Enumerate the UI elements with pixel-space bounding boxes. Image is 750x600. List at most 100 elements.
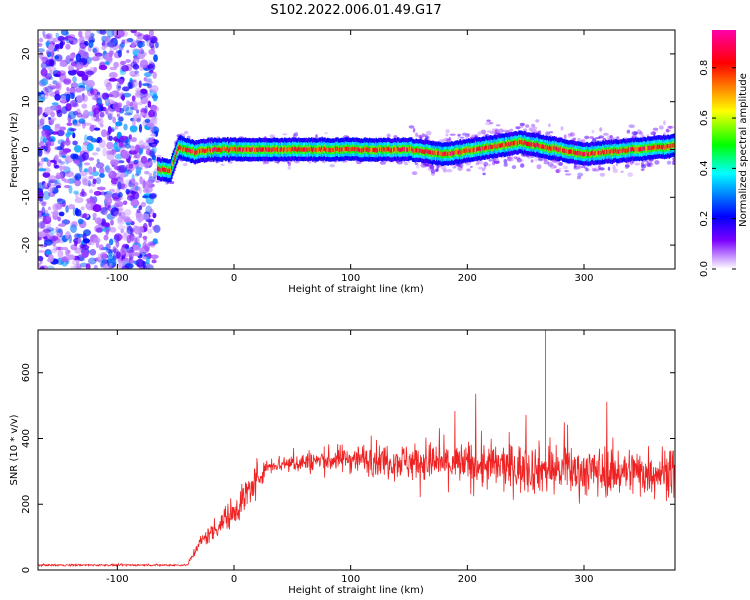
ridge-cell xyxy=(164,167,167,172)
ridge-cell xyxy=(236,147,238,153)
ridge-cell xyxy=(195,149,197,154)
noise-cell xyxy=(136,117,141,123)
noise-cell xyxy=(49,235,59,242)
ridge-cell xyxy=(272,146,275,152)
halo-cell xyxy=(576,175,582,180)
noise-cell xyxy=(104,93,114,98)
noise-cell xyxy=(127,81,135,89)
ridge-cell xyxy=(380,147,382,152)
ridge-cell xyxy=(200,148,203,153)
ridge-cell xyxy=(316,147,319,153)
noise-cell xyxy=(153,156,157,164)
noise-cell xyxy=(48,83,53,90)
noise-cell xyxy=(43,157,49,162)
ridge-cell xyxy=(438,151,441,156)
ridge-cell xyxy=(479,147,482,152)
noise-cell xyxy=(145,148,152,156)
noise-cell xyxy=(134,32,142,37)
noise-cell xyxy=(116,251,121,259)
ridge-cell xyxy=(454,150,457,155)
noise-cell xyxy=(112,197,122,202)
noise-cell xyxy=(105,228,110,235)
ridge-cell xyxy=(322,147,324,152)
ridge-cell xyxy=(358,147,361,152)
ridge-cell xyxy=(185,148,188,153)
ridge-cell xyxy=(512,141,515,146)
noise-cell xyxy=(38,255,44,262)
ridge-cell xyxy=(244,146,247,151)
noise-cell xyxy=(152,93,158,102)
halo-cell xyxy=(625,164,630,168)
ridge-cell xyxy=(423,149,425,154)
noise-cell xyxy=(78,44,87,49)
noise-cell xyxy=(137,101,144,106)
ridge-cell xyxy=(419,148,421,153)
ridge-cell xyxy=(206,148,209,153)
ridge-cell xyxy=(162,167,165,173)
ridge-cell xyxy=(622,147,625,152)
noise-cell xyxy=(107,125,112,135)
ridge-cell xyxy=(440,152,443,157)
ridge-cell xyxy=(229,146,232,151)
noise-cell xyxy=(83,122,92,126)
ridge-cell xyxy=(382,146,385,152)
halo-cell xyxy=(425,130,432,136)
noise-cell xyxy=(72,140,78,146)
halo-cell xyxy=(488,159,493,162)
ridge-cell xyxy=(254,147,256,152)
noise-cell xyxy=(100,251,108,260)
ridge-cell xyxy=(591,150,593,155)
noise-cell xyxy=(42,171,51,178)
noise-cell xyxy=(113,210,123,217)
halo-cell xyxy=(640,164,647,169)
ridge-cell xyxy=(205,148,208,153)
noise-cell xyxy=(119,172,127,178)
ridge-cell xyxy=(376,148,378,153)
noise-cell xyxy=(47,37,57,44)
halo-cell xyxy=(329,164,335,168)
halo-cell xyxy=(466,168,471,172)
ridge-cell xyxy=(364,146,366,152)
noise-cell xyxy=(42,137,48,144)
noise-cell xyxy=(50,159,56,163)
ridge-cell xyxy=(189,149,192,154)
noise-cell xyxy=(129,77,133,83)
noise-cell xyxy=(53,73,60,78)
noise-cell xyxy=(83,162,91,166)
ridge-cell xyxy=(210,148,212,153)
noise-cell xyxy=(82,109,90,119)
ridge-cell xyxy=(530,142,532,147)
ridge-cell xyxy=(332,147,335,152)
halo-cell xyxy=(558,162,564,166)
noise-cell xyxy=(139,59,149,68)
noise-cell xyxy=(82,151,89,161)
halo-cell xyxy=(485,121,492,126)
ridge-cell xyxy=(597,150,600,155)
halo-cell xyxy=(508,155,514,160)
ridge-cell xyxy=(625,149,628,154)
noise-cell xyxy=(108,170,117,180)
halo-cell xyxy=(652,127,659,131)
ridge-cell xyxy=(553,145,556,150)
noise-cell xyxy=(43,236,48,240)
noise-cell xyxy=(55,185,62,189)
halo-cell xyxy=(589,136,595,139)
ridge-cell xyxy=(163,167,166,172)
noise-cell xyxy=(117,225,126,231)
ridge-cell xyxy=(243,147,246,152)
noise-cell xyxy=(90,138,98,143)
halo-cell xyxy=(555,168,561,174)
ridge-cell xyxy=(579,151,582,156)
ridge-cell xyxy=(453,150,456,155)
noise-cell xyxy=(148,30,154,38)
noise-cell xyxy=(126,249,135,254)
ridge-cell xyxy=(213,148,215,153)
ridge-cell xyxy=(269,147,271,152)
ridge-cell xyxy=(402,146,405,151)
noise-cell xyxy=(39,51,44,60)
ridge-cell xyxy=(582,152,585,157)
halo-cell xyxy=(448,136,451,141)
ridge-cell xyxy=(563,148,565,153)
ridge-cell xyxy=(485,144,488,149)
halo-cell xyxy=(538,158,543,161)
